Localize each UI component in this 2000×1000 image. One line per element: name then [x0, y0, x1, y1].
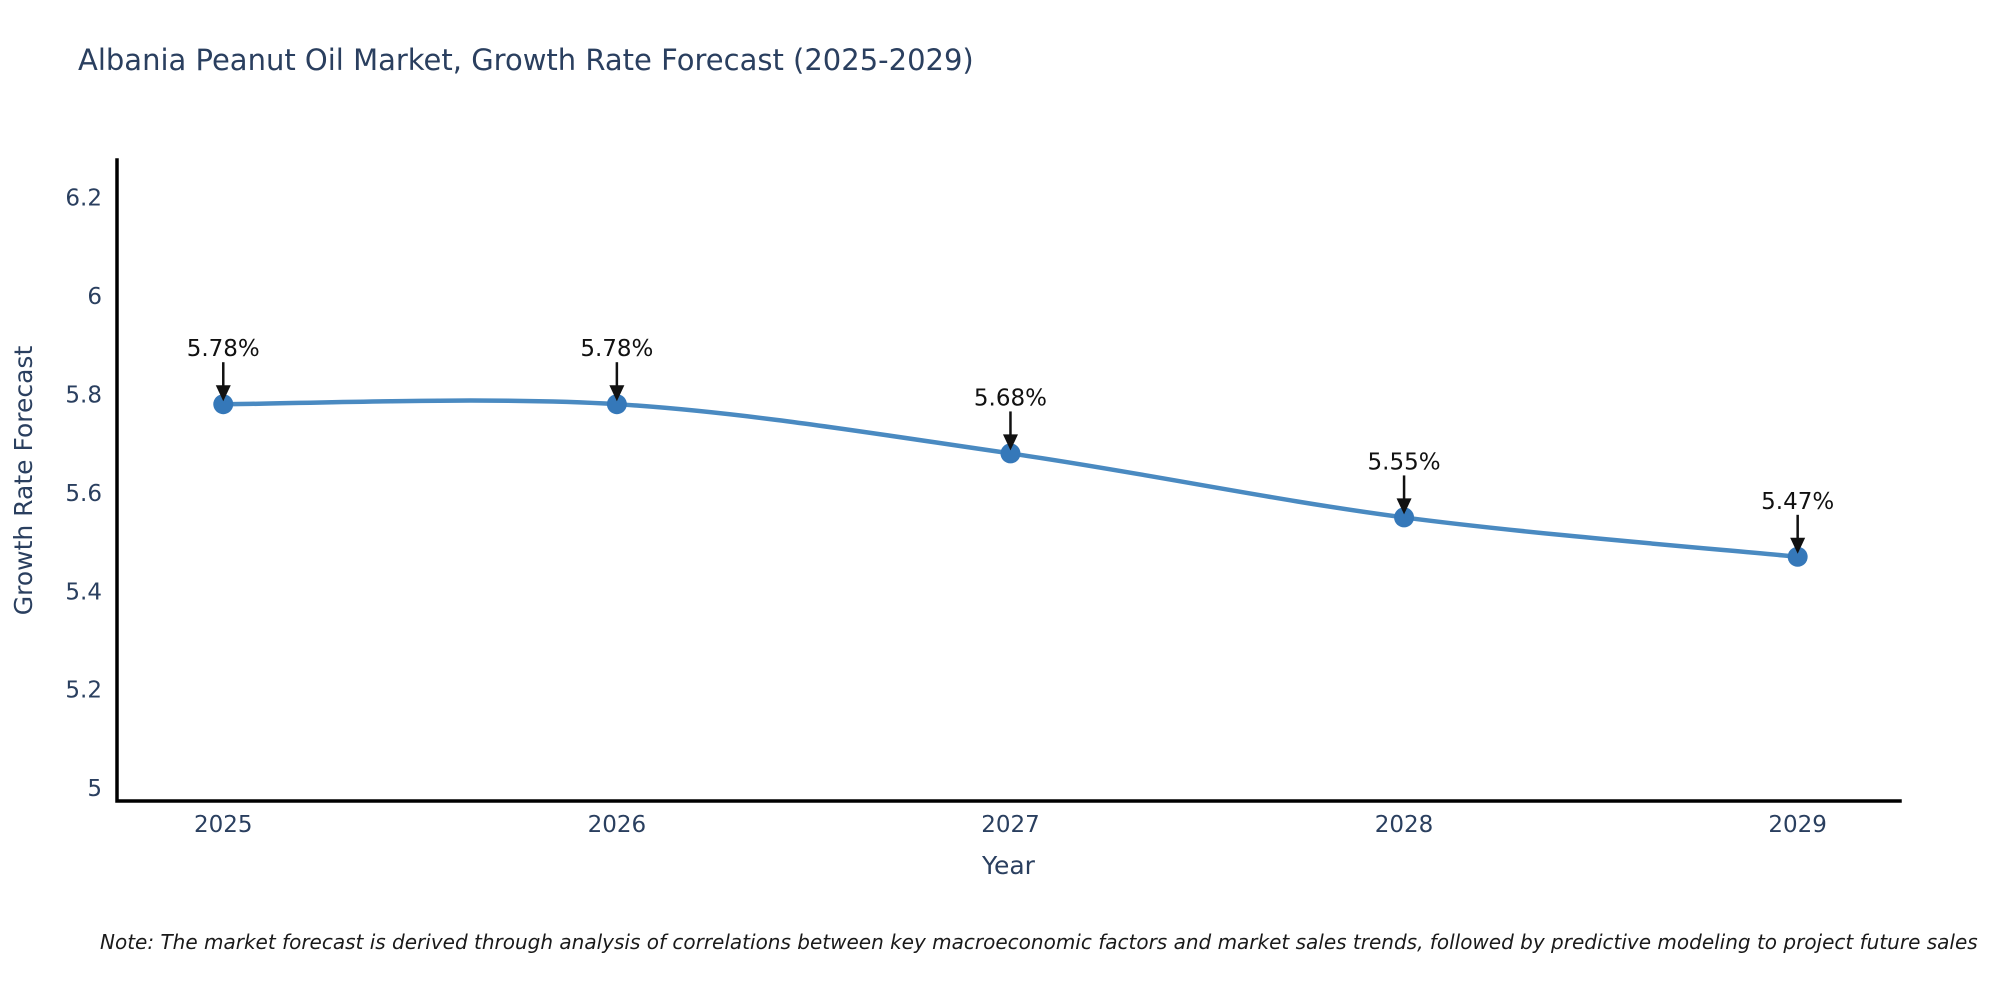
- y-tick-label: 5: [87, 776, 102, 802]
- y-tick-label: 5.2: [65, 678, 102, 704]
- data-point-marker: [1787, 546, 1808, 567]
- annotation-arrowhead: [1790, 537, 1806, 554]
- annotation-label: 5.78%: [580, 336, 653, 362]
- footnote: Note: The market forecast is derived thr…: [100, 930, 1978, 954]
- y-tick-label: 6.2: [65, 185, 102, 211]
- x-tick-label: 2028: [1375, 812, 1434, 838]
- annotation-arrowhead: [609, 385, 625, 402]
- x-axis-title: Year: [981, 851, 1036, 880]
- y-tick-label: 5.6: [65, 481, 102, 507]
- annotation-label: 5.55%: [1368, 449, 1441, 475]
- data-point-marker: [1394, 507, 1415, 528]
- annotation-arrowhead: [215, 385, 231, 402]
- chart-title: Albania Peanut Oil Market, Growth Rate F…: [78, 43, 974, 77]
- annotation-arrowhead: [1396, 498, 1412, 515]
- annotation-label: 5.68%: [974, 385, 1047, 411]
- x-tick-label: 2029: [1768, 812, 1827, 838]
- y-tick-label: 5.8: [65, 382, 102, 408]
- annotation-label: 5.47%: [1761, 489, 1834, 515]
- x-tick-label: 2027: [981, 812, 1040, 838]
- annotation-label: 5.78%: [187, 336, 260, 362]
- axis-lines: [115, 158, 1902, 803]
- y-axis-title: Growth Rate Forecast: [9, 346, 38, 616]
- x-tick-label: 2026: [588, 812, 647, 838]
- annotation-arrowhead: [1002, 434, 1018, 451]
- data-point-marker: [1000, 443, 1021, 464]
- y-tick-label: 5.4: [65, 579, 102, 605]
- data-point-marker: [606, 394, 627, 415]
- x-tick-label: 2025: [194, 812, 253, 838]
- data-point-marker: [213, 394, 234, 415]
- y-tick-label: 6: [87, 284, 102, 310]
